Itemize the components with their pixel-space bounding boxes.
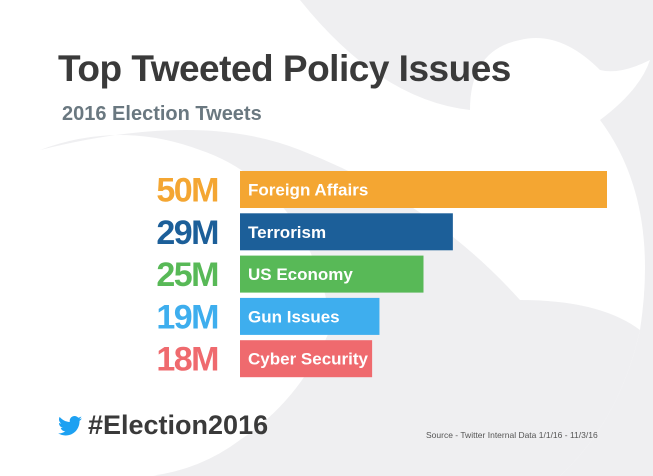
value-label: 25M — [156, 256, 218, 294]
value-label: 18M — [156, 341, 218, 379]
category-label: Terrorism — [248, 223, 326, 242]
category-label: Foreign Affairs — [248, 181, 368, 200]
twitter-bird-icon — [58, 415, 82, 435]
value-label: 29M — [156, 214, 218, 252]
footer-hashtag: #Election2016 — [58, 410, 268, 441]
bar-us-economy — [240, 255, 424, 293]
chart-title: Top Tweeted Policy Issues — [58, 48, 511, 89]
source-note: Source - Twitter Internal Data 1/1/16 - … — [426, 430, 598, 440]
chart-subtitle: 2016 Election Tweets — [62, 103, 262, 125]
bar-cyber-security — [240, 340, 373, 378]
hashtag-text: #Election2016 — [88, 410, 269, 440]
bar-foreign-affairs — [240, 171, 607, 208]
category-label: Cyber Security — [248, 350, 369, 369]
bar-gun-issues — [240, 297, 380, 335]
value-label: 19M — [156, 298, 218, 336]
value-label: 50M — [156, 172, 218, 210]
category-label: Gun Issues — [248, 307, 340, 326]
category-label: US Economy — [248, 265, 353, 284]
bar-terrorism — [240, 213, 453, 251]
